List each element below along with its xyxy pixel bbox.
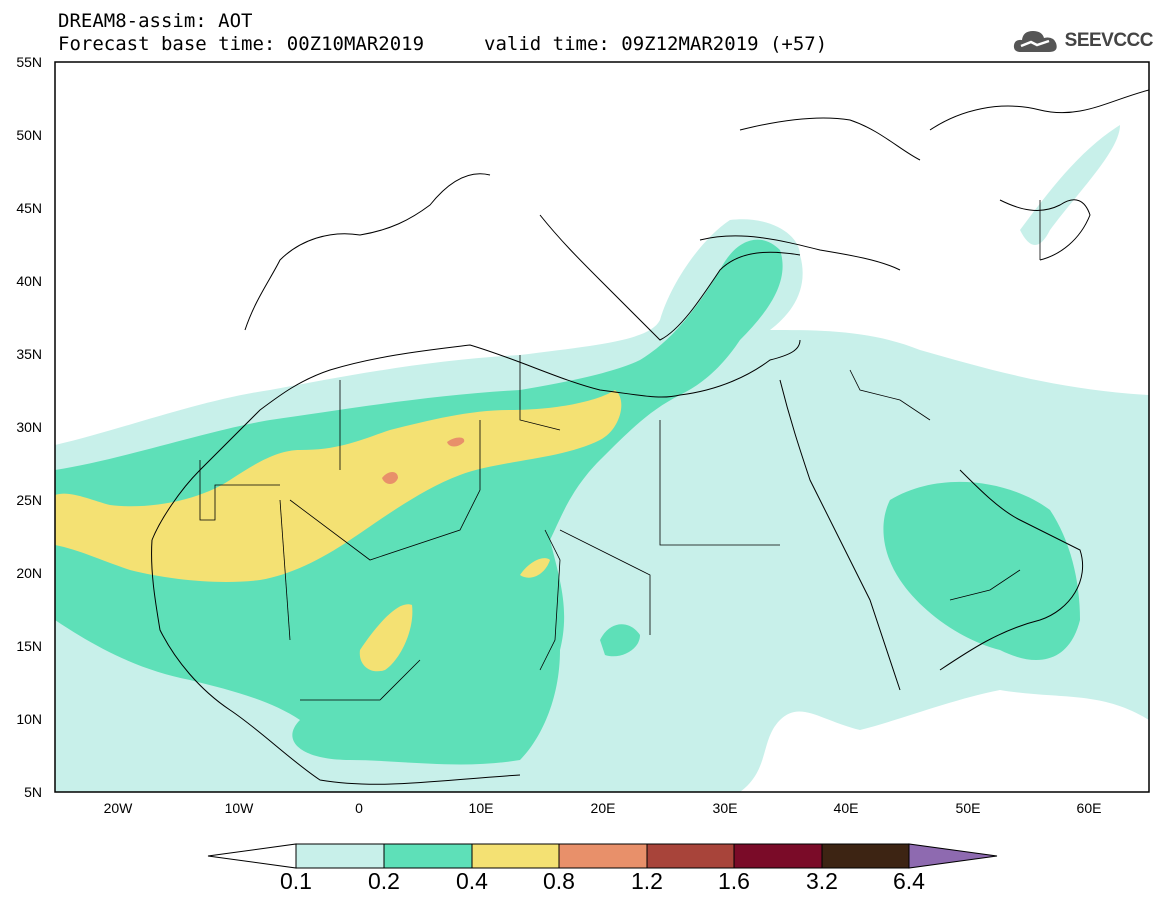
title-line-2: Forecast base time: 00Z10MAR2019: [58, 33, 425, 55]
lat-label: 30N: [16, 419, 42, 435]
lon-label: 40E: [833, 800, 859, 816]
lon-label: 30E: [712, 800, 738, 816]
lon-label: 0: [355, 800, 363, 816]
colorbar-label: 0.4: [456, 868, 488, 894]
colorbar: [207, 843, 998, 869]
lat-label: 10N: [16, 711, 42, 727]
lat-label: 55N: [16, 54, 42, 70]
lat-label: 50N: [16, 127, 42, 143]
lon-label: 10E: [468, 800, 494, 816]
colorbar-label: 1.6: [718, 868, 750, 894]
colorbar-below-arrow: [207, 843, 297, 869]
seevccc-logo: SEEVCCC: [1011, 26, 1154, 56]
lon-label: 20W: [103, 800, 133, 816]
colorbar-bin-1: [295, 843, 385, 869]
colorbar-label: 6.4: [893, 868, 925, 894]
colorbar-label: 0.2: [368, 868, 400, 894]
lat-label: 20N: [16, 565, 42, 581]
colorbar-label: 3.2: [806, 868, 838, 894]
cloud-icon: [1013, 31, 1057, 52]
colorbar-bin-2: [383, 843, 473, 869]
map-frame: [54, 61, 1150, 793]
colorbar-above-arrow: [908, 843, 998, 869]
logo-text: SEEVCCC: [1064, 30, 1154, 51]
lat-label: 5N: [24, 784, 42, 800]
colorbar-label: 0.1: [280, 868, 312, 894]
country-borders: [199, 200, 1041, 701]
lon-label: 20E: [590, 800, 616, 816]
colorbar-label: 0.8: [543, 868, 575, 894]
aot-level-0.8: [382, 437, 465, 484]
lon-label: 50E: [955, 800, 981, 816]
lat-label: 40N: [16, 273, 42, 289]
colorbar-bin-6: [733, 843, 823, 869]
colorbar-label: 1.2: [631, 868, 663, 894]
aot-level-0.2: [55, 239, 1080, 765]
lat-label: 15N: [16, 638, 42, 654]
lat-label: 35N: [16, 346, 42, 362]
title-line-1: DREAM8-assim: AOT: [58, 10, 253, 32]
colorbar-bin-4: [558, 843, 648, 869]
colorbar-bin-5: [646, 843, 735, 869]
lon-label: 10W: [224, 800, 254, 816]
colorbar-bin-7: [821, 843, 910, 869]
valid-time: valid time: 09Z12MAR2019 (+57): [484, 33, 828, 55]
coastlines: [151, 89, 1149, 785]
lat-label: 45N: [16, 200, 42, 216]
colorbar-bin-3: [471, 843, 560, 869]
lon-label: 60E: [1076, 800, 1102, 816]
lat-label: 25N: [16, 492, 42, 508]
